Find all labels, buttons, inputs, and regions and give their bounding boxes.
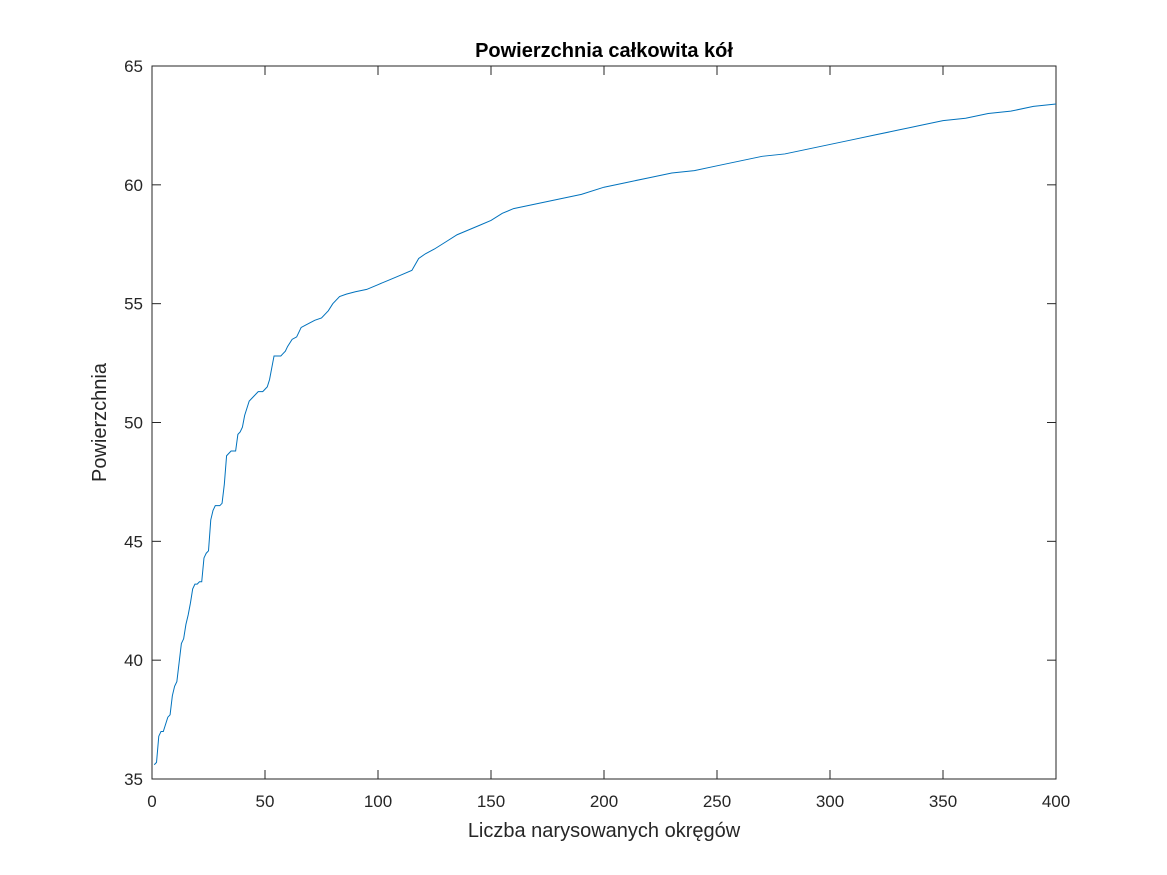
y-tick-label: 65 <box>124 57 143 76</box>
x-tick-label: 50 <box>256 792 275 811</box>
x-tick-label: 100 <box>364 792 392 811</box>
y-tick-label: 55 <box>124 295 143 314</box>
x-tick-label: 200 <box>590 792 618 811</box>
axis-tick-labels: 0 50 100 150 200 250 300 350 400 35 40 45 50 55 60 65 <box>124 57 1070 811</box>
chart-title: Powierzchnia całkowita kół <box>475 40 733 62</box>
y-tick-label: 35 <box>124 770 143 789</box>
x-tick-label: 250 <box>703 792 731 811</box>
y-tick-label: 60 <box>124 176 143 195</box>
y-tick-label: 45 <box>124 532 143 551</box>
x-tick-label: 400 <box>1042 792 1070 811</box>
y-tick-label: 40 <box>124 651 143 670</box>
x-axis-label: Liczba narysowanych okręgów <box>468 820 741 842</box>
y-axis-label: Powierzchnia <box>89 362 111 482</box>
y-tick-label: 50 <box>124 414 143 433</box>
series-line-total-area <box>153 103 1057 766</box>
x-tick-label: 0 <box>147 792 156 811</box>
x-tick-label: 350 <box>929 792 957 811</box>
axis-ticks <box>151 65 1057 780</box>
plot-area <box>151 65 1057 780</box>
x-tick-label: 150 <box>477 792 505 811</box>
x-tick-label: 300 <box>816 792 844 811</box>
